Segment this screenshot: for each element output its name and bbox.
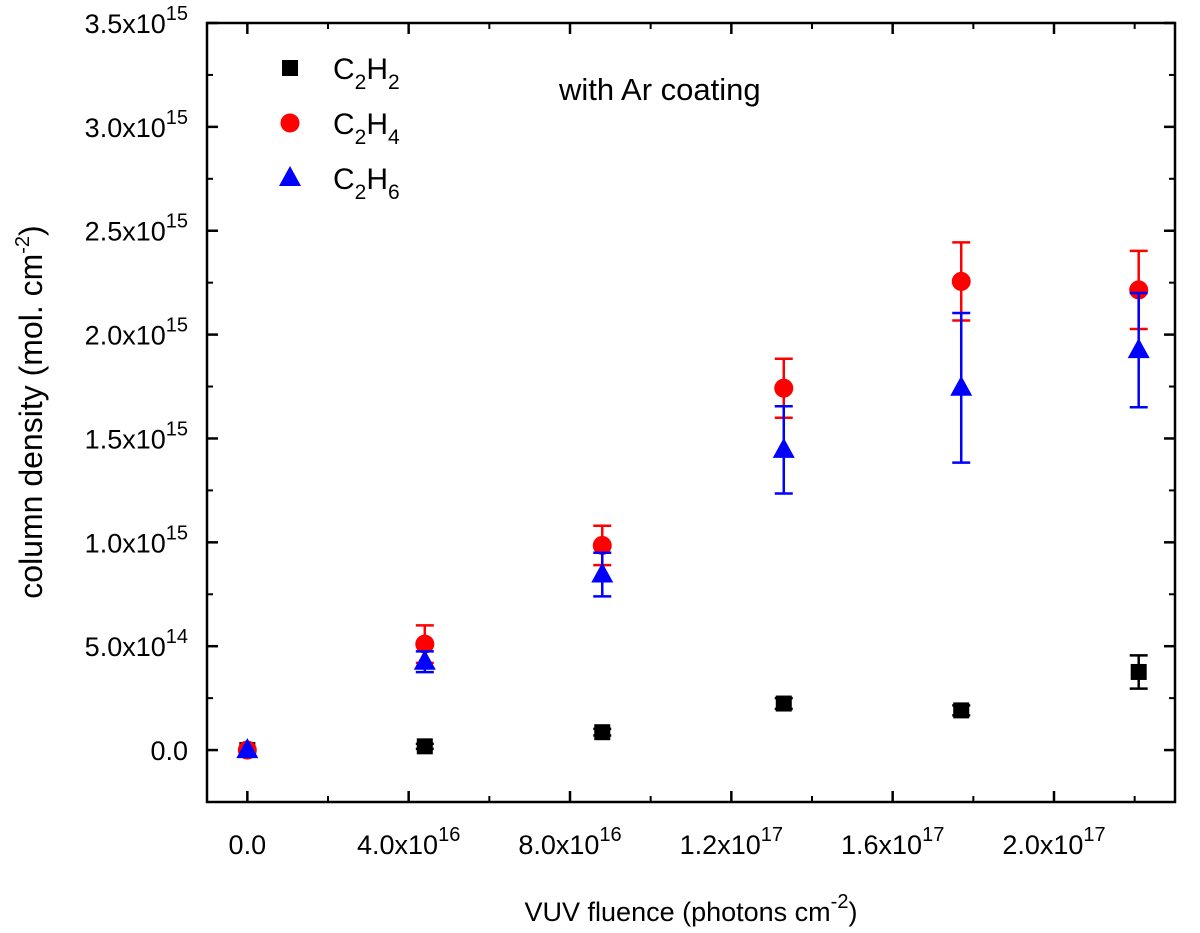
data-point xyxy=(416,738,433,755)
legend-label: C2H6 xyxy=(333,163,400,204)
legend-item-c2h6: C2H6 xyxy=(279,163,400,204)
y-tick-label: 0.0 xyxy=(150,736,188,766)
label-layer: 0.0 4.0x1016 8.0x1016 1.2x1017 1.6x1017 2.0x1… xyxy=(12,3,1106,927)
data-point xyxy=(951,271,971,291)
data-point xyxy=(592,535,612,555)
data-point xyxy=(413,649,436,670)
x-tick-label: 1.6x1017 xyxy=(841,824,944,860)
legend-label: C2H2 xyxy=(333,53,400,94)
series-c2h4 xyxy=(237,241,1149,760)
data-point xyxy=(772,437,795,458)
series-c2h6 xyxy=(236,291,1150,759)
legend-marker xyxy=(279,166,301,186)
data-point xyxy=(236,738,259,759)
y-tick-label: 3.0x1015 xyxy=(85,107,188,143)
data-point xyxy=(594,724,611,741)
data-point xyxy=(774,378,794,398)
y-tick-label: 1.5x1015 xyxy=(85,418,188,454)
x-tick-label: 2.0x1017 xyxy=(1002,824,1105,860)
x-tick-label: 4.0x1016 xyxy=(357,824,460,860)
data-point xyxy=(775,695,792,712)
data-point xyxy=(1129,280,1149,300)
legend-item-c2h4: C2H4 xyxy=(280,108,400,149)
y-tick-label: 2.0x1015 xyxy=(85,315,188,351)
data-point xyxy=(953,702,970,719)
x-tick-label: 0.0 xyxy=(229,830,267,860)
data-point xyxy=(1127,338,1150,359)
x-tick-label: 8.0x1016 xyxy=(518,824,621,860)
legend-marker xyxy=(280,113,300,133)
chart-annotation: with Ar coating xyxy=(558,72,761,107)
data-point xyxy=(1130,663,1147,680)
legend-label: C2H4 xyxy=(333,108,400,149)
series-layer xyxy=(236,241,1150,760)
y-tick-label: 3.5x1015 xyxy=(85,3,188,39)
x-tick-label: 1.2x1017 xyxy=(680,824,783,860)
series-c2h2 xyxy=(239,654,1148,759)
legend: C2H2 C2H4 C2H6 xyxy=(279,53,400,204)
data-point xyxy=(591,562,614,583)
data-point xyxy=(950,375,973,396)
legend-marker xyxy=(282,60,298,76)
y-tick-label: 2.5x1015 xyxy=(85,211,188,247)
y-axis-title: column density (mol. cm-2) xyxy=(12,225,49,598)
plot-frame xyxy=(205,21,1177,804)
y-tick-label: 5.0x1014 xyxy=(85,626,188,662)
legend-item-c2h2: C2H2 xyxy=(282,53,400,94)
y-tick-label: 1.0x1015 xyxy=(85,522,188,558)
x-axis-title: VUV fluence (photons cm-2) xyxy=(525,891,858,927)
data-point xyxy=(415,634,435,654)
